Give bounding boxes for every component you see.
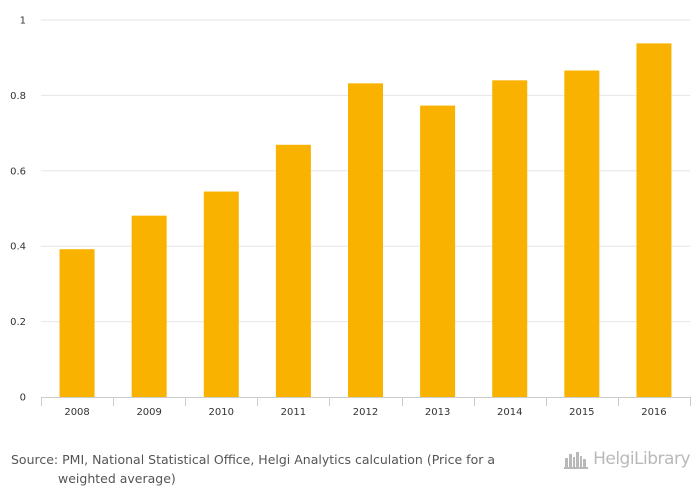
x-tick-label: 2009 [136, 407, 161, 418]
y-tick-label: 0.6 [10, 166, 26, 177]
y-axis-tick-labels: 0 0.2 0.4 0.6 0.8 1 [10, 16, 26, 404]
y-tick-label: 0.2 [10, 317, 26, 328]
x-tick-label: 2012 [353, 407, 378, 418]
logo-text: HelgiLibrary [593, 449, 690, 469]
helgi-library-logo: HelgiLibrary [564, 449, 690, 469]
city-skyline-icon [564, 452, 589, 469]
bars [59, 43, 672, 398]
x-tick-label: 2011 [281, 407, 306, 418]
y-tick-label: 1 [20, 16, 26, 27]
bar-2012 [348, 83, 383, 397]
source-note: Source: PMI, National Statistical Office… [11, 450, 541, 488]
x-axis: 2008 2009 2010 2011 2012 2013 2014 2015 2016 [41, 397, 691, 418]
bar-2010 [203, 191, 239, 397]
x-tick-label: 2015 [569, 407, 594, 418]
y-tick-label: 0 [20, 393, 26, 404]
y-tick-label: 0.8 [10, 91, 26, 102]
x-tick-label: 2016 [641, 407, 666, 418]
source-line-2: weighted average) [58, 471, 176, 486]
source-line-1: Source: PMI, National Statistical Office… [11, 452, 495, 467]
x-tick-label: 2008 [64, 407, 89, 418]
bar-2014 [492, 80, 528, 397]
y-tick-label: 0.4 [10, 242, 26, 253]
bar-2015 [564, 70, 600, 397]
bar-2013 [420, 105, 456, 397]
x-tick-label: 2010 [209, 407, 234, 418]
bar-2009 [131, 215, 167, 397]
bar-2008 [59, 249, 95, 397]
bar-2016 [636, 43, 672, 398]
x-tick-label: 2013 [425, 407, 450, 418]
bar-2011 [275, 144, 311, 397]
x-tick-label: 2014 [497, 407, 522, 418]
bar-chart: 00.20.40.60.81 2008 2009 2010 2011 2012 2013 2… [10, 16, 691, 418]
